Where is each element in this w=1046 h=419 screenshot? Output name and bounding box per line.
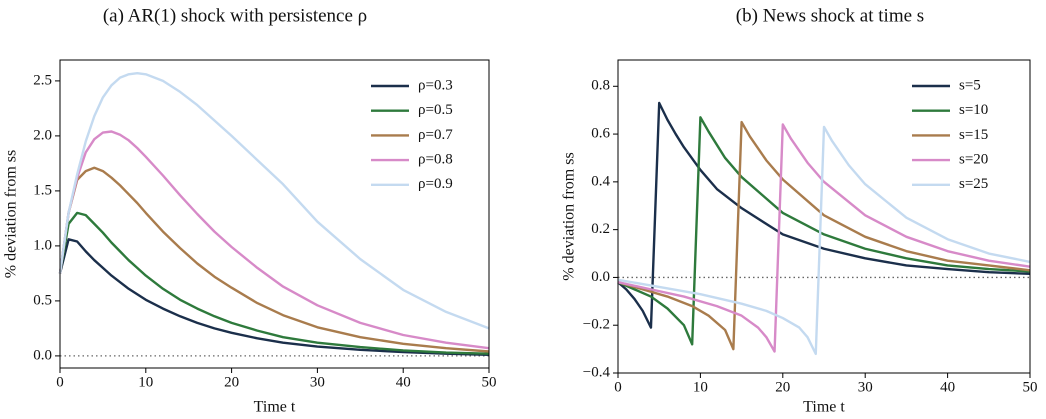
subplot: (a) AR(1) shock with persistence ρ Time t… — [3, 5, 497, 415]
chart-title: (b) News shock at time s — [736, 5, 924, 26]
x-tick-label: 20 — [224, 374, 239, 390]
series-line — [58, 166, 490, 353]
y-tick-label: 0.2 — [591, 221, 610, 237]
y-tick-label: 0.8 — [591, 78, 610, 94]
x-tick-label: 30 — [310, 374, 325, 390]
y-tick-label: −0.2 — [583, 317, 610, 333]
x-tick-label: 20 — [775, 379, 790, 395]
chart-title: (a) AR(1) shock with persistence ρ — [103, 5, 367, 26]
y-tick-label: 2.5 — [33, 72, 52, 88]
legend-label: s=5 — [959, 77, 981, 93]
x-tick-label: 0 — [56, 374, 64, 390]
x-axis-label: Time t — [254, 399, 296, 416]
series-line — [58, 238, 490, 356]
series-line — [617, 120, 1031, 351]
legend-label: s=25 — [959, 176, 988, 192]
axes-frame — [59, 59, 490, 369]
y-tick-label: 0.0 — [591, 269, 610, 285]
x-tick-label: 10 — [138, 374, 153, 390]
legend: ρ=0.3 ρ=0.5 ρ=0.7 ρ=0.8 ρ=0.9 — [371, 77, 453, 192]
legend-label: ρ=0.3 — [418, 77, 453, 93]
x-tick-label: 10 — [693, 379, 708, 395]
y-tick-label: 0.5 — [33, 292, 52, 308]
subplot: (b) News shock at time s Time t % deviatio… — [561, 5, 1038, 415]
y-axis-label: % deviation from ss — [561, 152, 578, 280]
legend-label: ρ=0.8 — [418, 152, 453, 168]
y-axis-label: % deviation from ss — [3, 150, 20, 278]
series-line — [617, 116, 1031, 346]
x-axis-label: Time t — [803, 399, 845, 416]
legend-label: s=15 — [959, 127, 988, 143]
legend-label: ρ=0.9 — [418, 176, 453, 192]
y-tick-label: 0.0 — [33, 347, 52, 363]
legend: s=5 s=10 s=15 s=20 s=25 — [912, 77, 988, 192]
x-tick-label: 50 — [482, 374, 497, 390]
legend-label: s=10 — [959, 102, 988, 118]
x-tick-label: 30 — [858, 379, 873, 395]
axes-frame — [617, 59, 1031, 374]
legend-label: s=20 — [959, 152, 988, 168]
x-tick-label: 40 — [940, 379, 955, 395]
y-tick-label: −0.4 — [583, 364, 611, 380]
series-line — [617, 125, 1031, 356]
y-tick-label: 0.4 — [591, 173, 610, 189]
series-line — [58, 130, 490, 350]
y-tick-label: 1.5 — [33, 182, 52, 198]
series-line — [617, 123, 1031, 353]
y-tick-label: 2.0 — [33, 127, 52, 143]
x-tick-label: 40 — [396, 374, 411, 390]
series-line — [617, 101, 1031, 329]
y-tick-label: 0.6 — [591, 126, 610, 142]
y-tick-label: 1.0 — [33, 237, 52, 253]
legend-label: ρ=0.7 — [418, 127, 453, 143]
series-line — [58, 211, 490, 355]
x-tick-label: 0 — [614, 379, 622, 395]
series-line — [58, 72, 490, 330]
x-tick-label: 50 — [1023, 379, 1038, 395]
legend-label: ρ=0.5 — [418, 102, 453, 118]
